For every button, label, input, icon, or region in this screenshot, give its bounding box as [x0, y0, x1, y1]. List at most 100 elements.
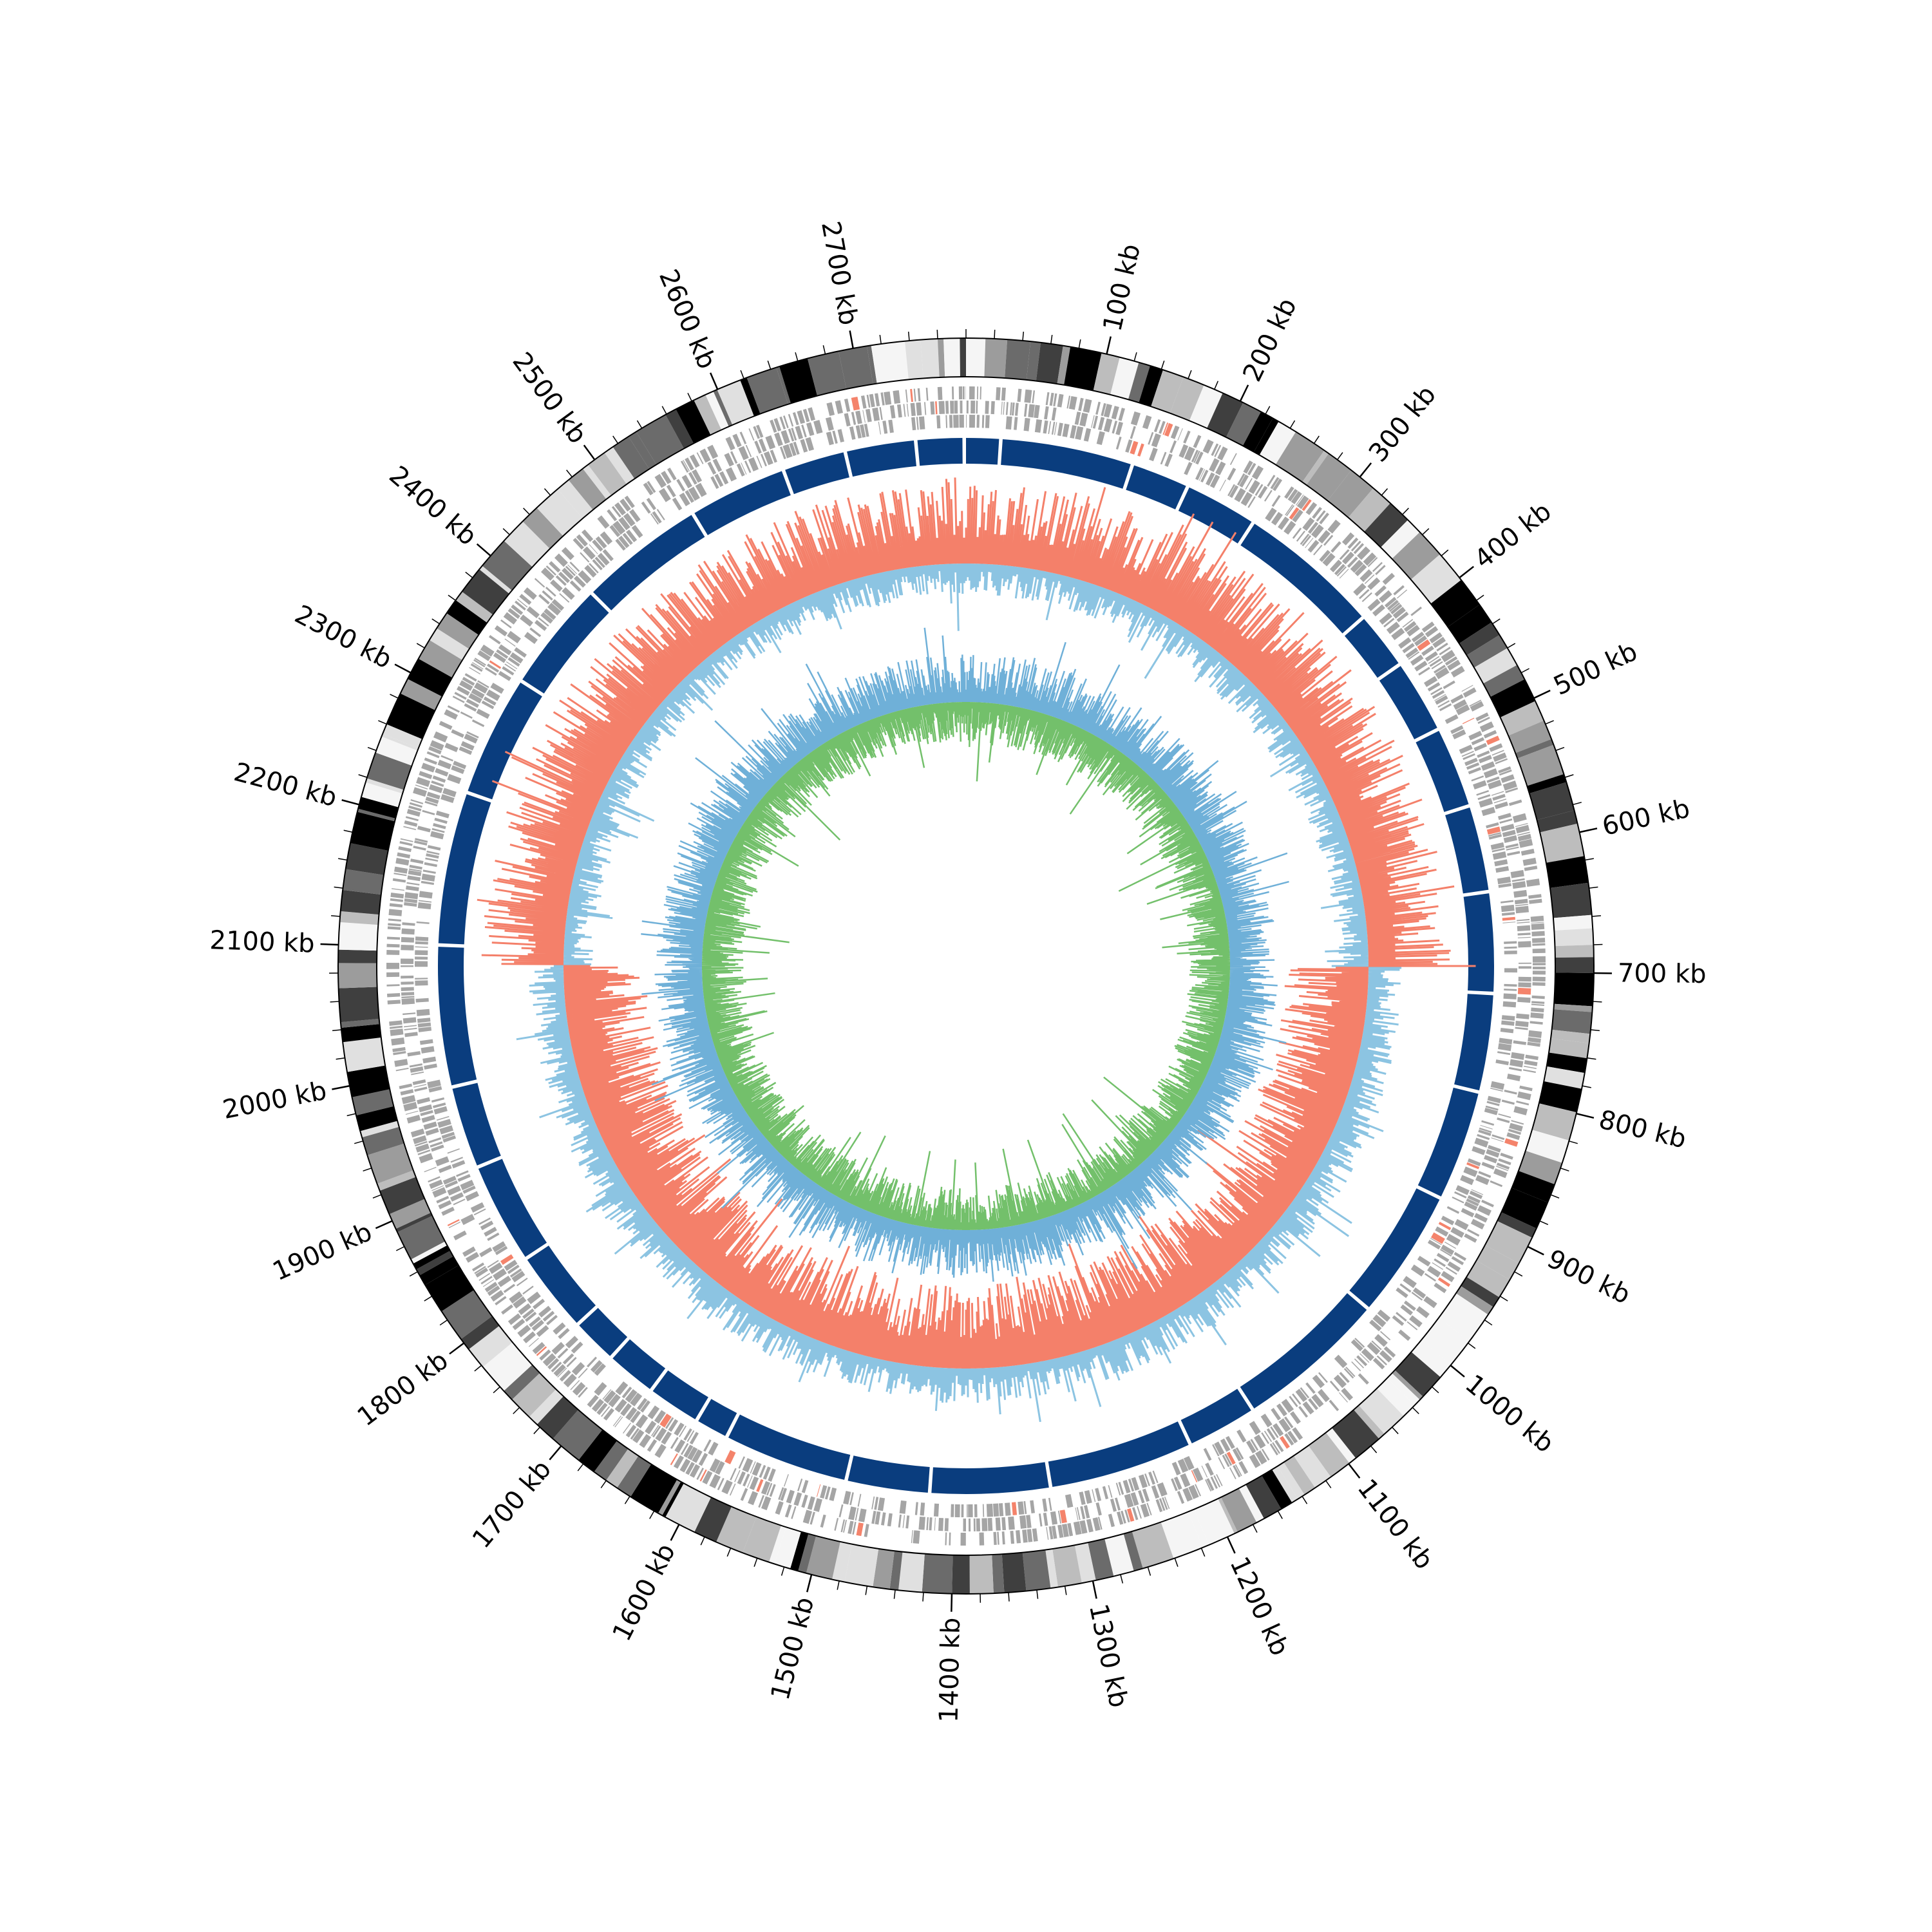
gene-feature — [1501, 900, 1514, 904]
gene-feature — [435, 810, 450, 819]
gene-feature — [911, 1530, 913, 1544]
minor-tick — [1302, 1496, 1308, 1504]
gene-feature — [1319, 513, 1329, 525]
ideogram-band — [338, 987, 379, 1023]
gene-feature — [415, 956, 428, 960]
gene-feature — [1390, 603, 1403, 615]
gene-feature — [1138, 1490, 1145, 1504]
ideogram-band — [360, 1121, 399, 1138]
ideogram-band — [1497, 1212, 1537, 1238]
minor-tick — [1402, 507, 1409, 515]
minor-tick — [1564, 774, 1574, 778]
gene-feature — [709, 1458, 721, 1473]
gene-feature — [1499, 818, 1513, 824]
gene-feature — [1354, 1338, 1365, 1348]
gene-feature — [1492, 750, 1504, 756]
gene-feature — [1038, 1513, 1043, 1527]
ideogram-band — [1110, 357, 1139, 400]
gene-feature — [654, 1444, 667, 1458]
gene-feature — [401, 958, 414, 964]
gene-feature — [456, 1170, 469, 1177]
contig-block — [1001, 439, 1131, 489]
ideogram-band — [1259, 421, 1296, 465]
gene-feature — [415, 941, 428, 945]
gene-feature — [1080, 1506, 1086, 1520]
gene-feature — [559, 1370, 571, 1382]
gene-feature — [480, 644, 495, 657]
ideogram-band — [338, 922, 379, 951]
gene-feature — [1481, 1162, 1495, 1170]
ideogram-band — [529, 1389, 564, 1425]
gene-feature — [533, 1298, 545, 1310]
gene-feature — [1478, 755, 1492, 764]
gene-feature — [1467, 1229, 1480, 1237]
gene-feature — [1478, 1171, 1492, 1179]
gene-feature — [404, 1027, 417, 1030]
gene-feature — [1329, 1399, 1340, 1412]
ideogram-band — [1430, 580, 1480, 627]
gene-feature — [1517, 922, 1530, 923]
gene-feature — [620, 498, 631, 512]
gene-feature — [1043, 1512, 1048, 1526]
minor-tick — [1441, 549, 1449, 556]
gene-feature — [855, 425, 862, 439]
gene-feature — [547, 1358, 560, 1370]
gene-feature — [918, 1516, 925, 1530]
gene-feature — [917, 388, 921, 402]
gene-feature — [421, 873, 435, 882]
gene-feature — [1508, 1128, 1522, 1135]
gene-feature — [1353, 543, 1365, 554]
minor-tick — [390, 694, 399, 699]
minor-tick — [1582, 1085, 1591, 1088]
ideogram-band — [1438, 1293, 1488, 1341]
gene-feature — [1302, 535, 1312, 547]
ideogram-band — [357, 808, 396, 822]
gene-feature — [425, 1128, 439, 1136]
gene-feature — [1516, 1013, 1530, 1019]
gene-feature — [587, 1394, 599, 1408]
ideogram-band — [1151, 370, 1184, 413]
minor-tick — [612, 435, 619, 444]
gene-feature — [421, 762, 435, 773]
gene-feature — [958, 386, 963, 400]
gene-feature — [866, 394, 871, 408]
ideogram-band — [460, 1316, 500, 1350]
gene-feature — [430, 1141, 443, 1148]
contig-block — [1240, 1293, 1367, 1409]
gene-feature — [1234, 488, 1246, 502]
tick-label: 400 kb — [1469, 497, 1557, 574]
gene-feature — [531, 1320, 544, 1332]
minor-tick — [1560, 1168, 1569, 1172]
gene-feature — [925, 387, 929, 401]
gene-feature — [689, 1432, 699, 1445]
gene-feature — [1439, 647, 1451, 656]
gene-feature — [523, 1331, 536, 1343]
tick-label: 1400 kb — [934, 1617, 966, 1723]
gene-feature — [800, 439, 808, 453]
minor-tick — [1370, 1445, 1378, 1454]
gene-feature — [417, 902, 431, 910]
gene-feature — [1248, 480, 1260, 495]
gene-feature — [673, 1455, 685, 1469]
gene-feature — [1503, 835, 1517, 843]
gene-feature — [1289, 507, 1300, 520]
gene-feature — [538, 1305, 552, 1318]
gene-feature — [1128, 1479, 1135, 1492]
minor-tick — [865, 1586, 868, 1595]
ideogram-band — [1540, 823, 1584, 863]
gene-feature — [1491, 791, 1504, 796]
gene-feature — [594, 556, 605, 568]
gene-feature — [802, 1510, 813, 1524]
gene-feature — [826, 402, 835, 416]
gene-feature — [410, 1066, 424, 1073]
ideogram-band — [713, 389, 733, 427]
gene-feature — [910, 388, 913, 402]
gene-feature — [914, 1502, 918, 1515]
gene-feature — [399, 841, 413, 846]
gene-feature — [976, 415, 980, 428]
gene-feature — [441, 1206, 455, 1216]
minor-tick — [1188, 370, 1192, 379]
gene-feature — [985, 415, 990, 428]
gene-feature — [454, 692, 467, 700]
minor-tick — [346, 1113, 356, 1117]
